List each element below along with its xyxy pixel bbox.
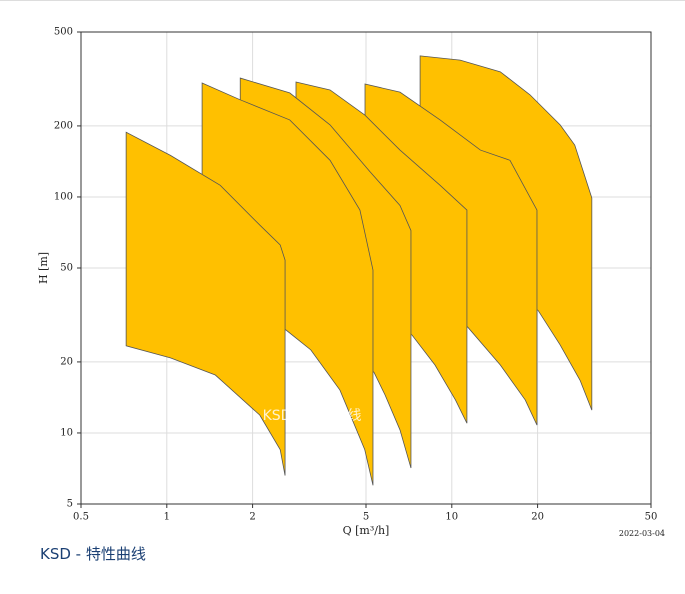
- watermark: KSD - 特性曲线: [263, 408, 362, 424]
- y-tick-label: 20: [60, 356, 73, 367]
- plot-frame: [80, 31, 652, 505]
- x-tick-label: 20: [531, 512, 544, 523]
- y-tick-label: 500: [54, 27, 73, 38]
- y-tick-label: 100: [54, 191, 73, 202]
- y-tick-label: 10: [60, 427, 73, 438]
- x-tick-label: 0.5: [73, 512, 89, 523]
- x-axis-label: Q [m³/h]: [343, 524, 390, 537]
- x-tick-label: 2: [249, 512, 255, 523]
- caption: KSD - 特性曲线: [40, 545, 146, 563]
- shapes: [125, 55, 593, 486]
- x-tick-label: 5: [363, 512, 369, 523]
- chart: Q [m³/h] H [m] 2022-03-04 KSD - 特性曲线 0.5…: [37, 27, 665, 539]
- y-axis-label: H [m]: [37, 252, 50, 284]
- x-tick-label: 50: [645, 512, 658, 523]
- top-rule: [0, 0, 685, 1]
- x-tick-label: 1: [164, 512, 170, 523]
- envelope: [125, 131, 286, 476]
- date-label: 2022-03-04: [619, 529, 665, 538]
- envelope: [201, 82, 374, 486]
- y-tick-label: 200: [54, 120, 73, 131]
- y-tick-label: 50: [60, 263, 73, 274]
- x-tick-label: 10: [445, 512, 458, 523]
- y-tick-label: 5: [67, 499, 73, 510]
